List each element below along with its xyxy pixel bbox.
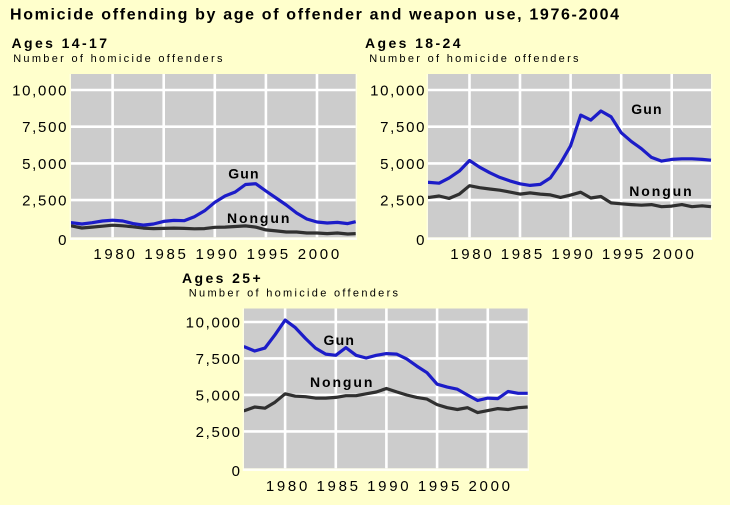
svg-text:Ages 25+: Ages 25+: [182, 270, 263, 286]
svg-text:0: 0: [416, 232, 426, 249]
svg-text:2000: 2000: [298, 246, 342, 263]
svg-text:1985: 1985: [317, 478, 361, 495]
svg-text:Nongun: Nongun: [629, 183, 693, 199]
svg-text:Number of homicide offenders: Number of homicide offenders: [189, 288, 401, 300]
svg-text:2,500: 2,500: [380, 193, 426, 210]
svg-text:Homicide offending by age of o: Homicide offending by age of offender an…: [10, 7, 621, 24]
svg-text:Number of homicide offenders: Number of homicide offenders: [13, 53, 225, 65]
svg-text:2,500: 2,500: [22, 193, 68, 210]
svg-text:7,500: 7,500: [380, 119, 426, 136]
svg-text:1995: 1995: [602, 246, 646, 263]
svg-text:0: 0: [58, 232, 68, 249]
svg-text:7,500: 7,500: [22, 119, 68, 136]
svg-text:Nongun: Nongun: [227, 210, 291, 226]
svg-text:5,000: 5,000: [380, 156, 426, 173]
svg-text:1980: 1980: [266, 478, 310, 495]
svg-text:Number of homicide offenders: Number of homicide offenders: [369, 53, 581, 65]
svg-text:5,000: 5,000: [22, 156, 68, 173]
svg-text:7,500: 7,500: [196, 351, 242, 368]
svg-text:2000: 2000: [469, 478, 513, 495]
svg-text:Gun: Gun: [228, 166, 260, 182]
svg-text:1995: 1995: [247, 246, 291, 263]
svg-text:1990: 1990: [196, 246, 240, 263]
svg-text:Gun: Gun: [631, 101, 663, 117]
svg-text:Ages 18-24: Ages 18-24: [365, 35, 463, 51]
svg-text:1990: 1990: [367, 478, 411, 495]
svg-text:1985: 1985: [501, 246, 545, 263]
svg-text:10,000: 10,000: [370, 82, 426, 99]
svg-text:10,000: 10,000: [186, 314, 242, 331]
svg-text:5,000: 5,000: [196, 387, 242, 404]
svg-text:2000: 2000: [652, 246, 696, 263]
svg-text:Nongun: Nongun: [310, 374, 374, 390]
svg-text:Ages 14-17: Ages 14-17: [12, 35, 110, 51]
svg-text:1990: 1990: [551, 246, 595, 263]
svg-text:1980: 1980: [93, 246, 137, 263]
svg-text:Gun: Gun: [324, 332, 356, 348]
svg-text:10,000: 10,000: [12, 82, 68, 99]
svg-text:2,500: 2,500: [196, 424, 242, 441]
svg-text:1995: 1995: [418, 478, 462, 495]
svg-text:1985: 1985: [144, 246, 188, 263]
svg-text:1980: 1980: [450, 246, 494, 263]
svg-text:0: 0: [232, 463, 242, 480]
